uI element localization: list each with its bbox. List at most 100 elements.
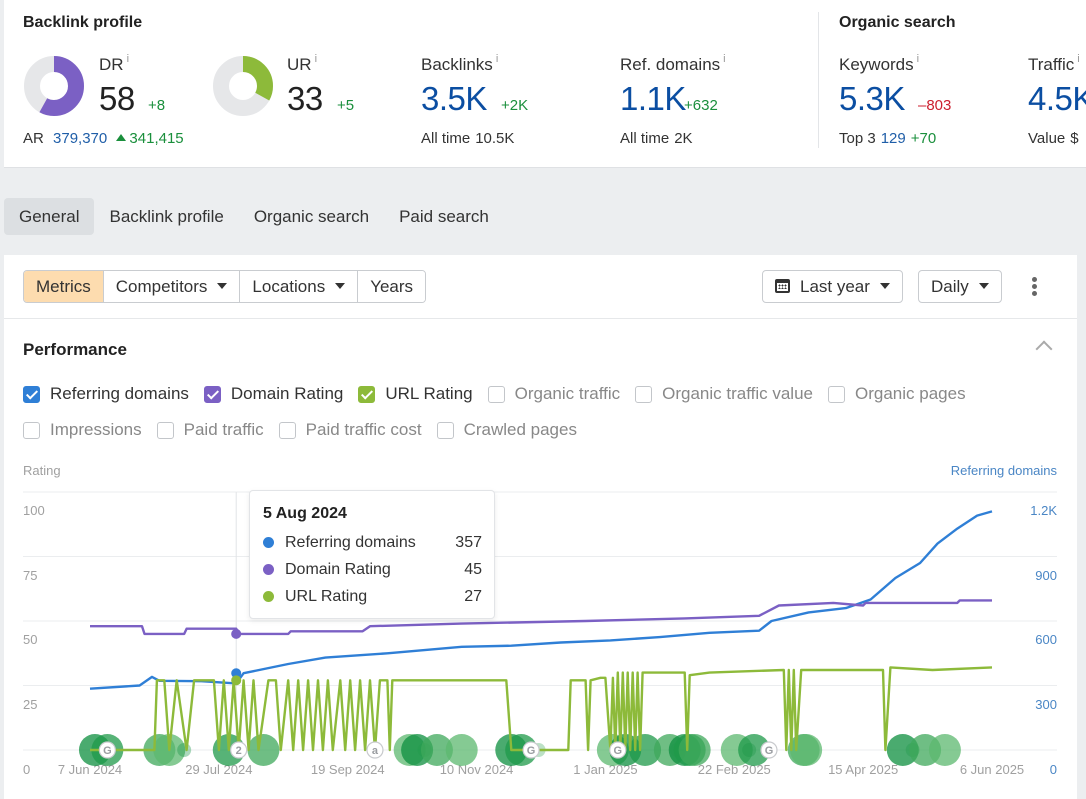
granularity-dropdown[interactable]: Daily: [918, 270, 1002, 303]
right-tick: 600: [1035, 632, 1057, 647]
date-range-label: Last year: [800, 277, 870, 296]
ur-label: UR i: [287, 53, 317, 75]
right-tick: 300: [1035, 697, 1057, 712]
locations-dropdown[interactable]: Locations: [239, 271, 358, 302]
traffic-value[interactable]: 4.5K: [1028, 80, 1086, 117]
annotation-google-update-icon: [98, 741, 116, 759]
checkbox-url-rating[interactable]: URL Rating: [358, 384, 473, 404]
left-tick: 0: [23, 762, 31, 777]
all-time-label: All time: [421, 130, 471, 147]
metrics-button[interactable]: Metrics: [24, 271, 103, 302]
annotation-label: G: [103, 745, 112, 757]
ref-domains-value[interactable]: 1.1K: [620, 80, 686, 117]
series-dot-icon: [263, 537, 274, 548]
locations-label: Locations: [252, 277, 326, 296]
ur-donut: [213, 56, 273, 116]
all-time-label: All time: [620, 130, 670, 147]
caret-down-icon: [978, 283, 989, 289]
caret-down-icon: [335, 283, 346, 289]
checkbox-impressions[interactable]: Impressions: [23, 420, 142, 440]
ar-delta: 341,415: [116, 130, 184, 147]
info-icon[interactable]: i: [126, 53, 130, 65]
competitors-dropdown[interactable]: Competitors: [102, 271, 240, 302]
checkbox-label: URL Rating: [385, 384, 473, 403]
checkbox-label: Referring domains: [50, 384, 189, 403]
highlight-point: [231, 668, 242, 679]
checkbox-label: Domain Rating: [230, 384, 344, 403]
keywords-value[interactable]: 5.3K: [839, 80, 905, 117]
checkbox-checked-icon: [23, 385, 40, 403]
ur-delta: +5: [337, 97, 355, 114]
section-divider: [818, 12, 819, 148]
dr-donut: [24, 56, 84, 116]
traffic-value-row: Value $: [1028, 130, 1079, 147]
checkbox-checked-icon: [358, 385, 376, 403]
backlinks-label: Backlinks i: [421, 53, 498, 75]
event-bubble: [629, 734, 662, 766]
traffic-label: Traffic i: [1028, 53, 1080, 75]
event-bubble: [928, 734, 961, 766]
checkbox-empty-icon: [436, 421, 454, 439]
chart-tooltip: 5 Aug 2024 Referring domains 357 Domain R…: [249, 490, 495, 619]
tab-general[interactable]: General: [4, 198, 95, 235]
event-bubble: [738, 734, 771, 766]
checkbox-organic-pages[interactable]: Organic pages: [828, 384, 966, 404]
checkbox-paid-traffic-cost[interactable]: Paid traffic cost: [278, 420, 422, 440]
event-bubble: [886, 734, 919, 766]
x-tick-label: 29 Jul 2024: [185, 762, 253, 777]
tab-organic-search[interactable]: Organic search: [253, 207, 370, 226]
left-tick: 25: [23, 697, 38, 712]
series-line-referring-domains: [89, 510, 993, 690]
info-icon[interactable]: i: [916, 53, 920, 65]
tooltip-row-referring-domains: Referring domains 357: [263, 529, 482, 556]
info-icon[interactable]: i: [1077, 53, 1080, 65]
metrics-label: Metrics: [36, 277, 91, 296]
dr-donut-fill: [24, 56, 84, 116]
keywords-top3: Top 3 129 +70: [839, 130, 936, 147]
x-tick-label: 6 Jun 2025: [959, 762, 1025, 777]
checkbox-domain-rating[interactable]: Domain Rating: [203, 384, 344, 404]
dr-label: DR i: [99, 53, 129, 75]
checkbox-label: Paid traffic: [183, 420, 264, 439]
checkbox-empty-icon: [635, 385, 653, 403]
overview-card: Backlink profile DR i 58 +8 AR 379,370 34…: [4, 0, 1086, 168]
annotation-label: G: [765, 745, 774, 757]
date-range-dropdown[interactable]: Last year: [762, 270, 903, 303]
checkbox-crawled-pages[interactable]: Crawled pages: [436, 420, 577, 440]
checkbox-paid-traffic[interactable]: Paid traffic: [156, 420, 264, 440]
tab-backlink-profile[interactable]: Backlink profile: [109, 207, 224, 226]
ref-domains-delta: +632: [684, 97, 718, 114]
checkbox-empty-icon: [487, 385, 505, 403]
tooltip-label: URL Rating: [285, 587, 368, 605]
info-icon[interactable]: i: [314, 53, 318, 65]
ar-delta-value: 341,415: [129, 130, 184, 147]
organic-search-title: Organic search: [839, 14, 956, 31]
report-tabs: General Backlink profile Organic search …: [4, 198, 504, 235]
checkbox-checked-icon: [203, 385, 221, 403]
annotation-label: G: [527, 745, 536, 757]
keywords-label-text: Keywords: [839, 55, 914, 74]
top3-delta: +70: [910, 130, 937, 147]
right-tick: 0: [1049, 762, 1057, 777]
years-button[interactable]: Years: [357, 271, 426, 302]
info-icon[interactable]: i: [495, 53, 499, 65]
checkbox-organic-traffic[interactable]: Organic traffic: [487, 384, 620, 404]
checkbox-organic-traffic-value[interactable]: Organic traffic value: [635, 384, 813, 404]
value-label: Value: [1028, 130, 1066, 147]
event-bubble: [678, 734, 711, 766]
tooltip-row-domain-rating: Domain Rating 45: [263, 556, 482, 583]
backlinks-value[interactable]: 3.5K: [421, 80, 487, 117]
highlight-point: [231, 628, 242, 639]
series-dot-icon: [263, 564, 274, 575]
calendar-icon: [775, 279, 790, 293]
checkbox-referring-domains[interactable]: Referring domains: [23, 384, 189, 404]
annotation-count-icon: [230, 741, 248, 759]
event-bubble: [445, 734, 478, 766]
kebab-menu-icon[interactable]: [1029, 277, 1039, 299]
series-dot-icon: [263, 591, 274, 602]
performance-chart[interactable]: G 2 a G G G: [4, 255, 1077, 799]
tab-paid-search[interactable]: Paid search: [399, 207, 489, 226]
info-icon[interactable]: i: [723, 53, 726, 65]
caret-down-icon: [879, 283, 890, 289]
metric-checkboxes-row1: Referring domains Domain Rating URL Rati…: [23, 384, 981, 404]
